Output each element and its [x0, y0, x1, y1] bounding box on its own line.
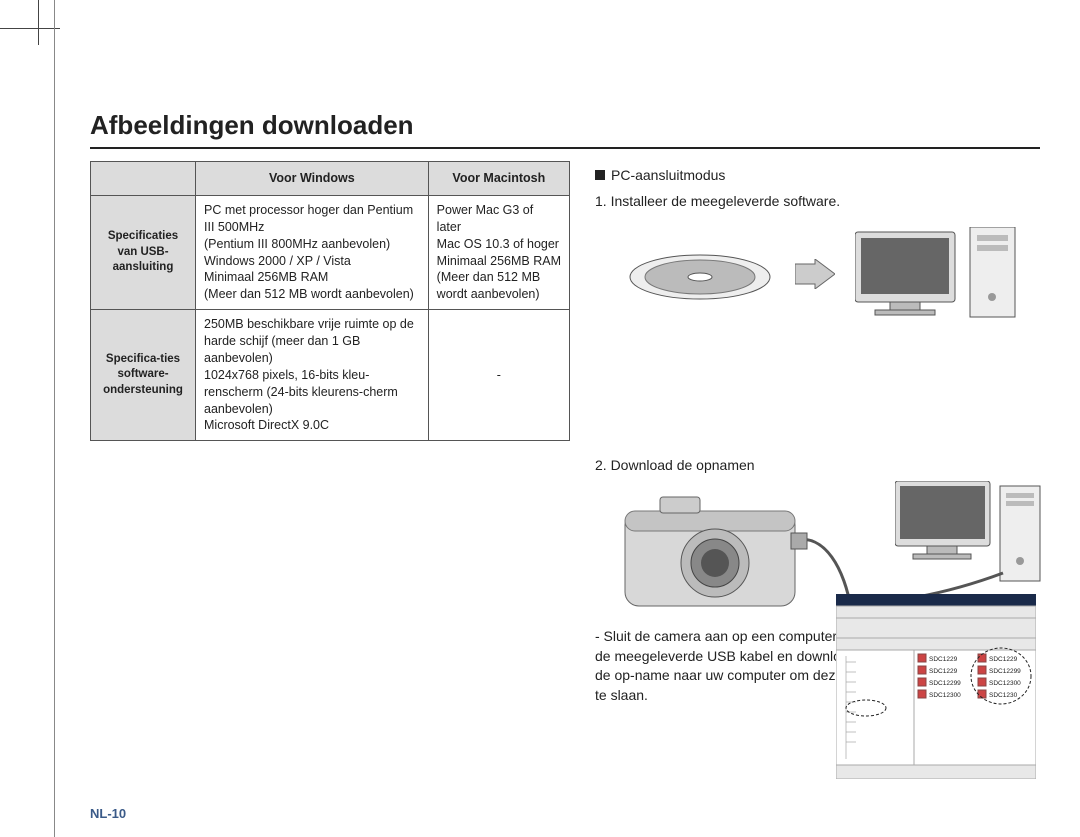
step-2: 2. Download de opnamen [595, 457, 1040, 473]
svg-text:SDC12300: SDC12300 [929, 692, 961, 699]
file-item: SDC12300 [989, 680, 1021, 687]
left-column: Voor Windows Voor Macintosh Specificatie… [90, 161, 570, 715]
page-footer: NL-10 [90, 806, 126, 821]
table-row: Specifica-ties software-ondersteuning 25… [91, 310, 570, 441]
cell-win-usb: PC met processor hoger dan Pentium III 5… [196, 195, 429, 309]
illustration-install [595, 217, 1040, 327]
row-head-sw: Specifica-ties software-ondersteuning [91, 310, 196, 441]
computer-icon [895, 481, 1045, 601]
note-text: - Sluit de camera aan op een computer me… [595, 627, 875, 705]
margin-line [54, 0, 55, 837]
step-1: 1. Installeer de meegeleverde software. [595, 193, 1040, 209]
cell-mac-sw: - [428, 310, 569, 441]
file-item: SDC1230 [989, 692, 1018, 699]
spec-table: Voor Windows Voor Macintosh Specificatie… [90, 161, 570, 441]
title-rule [90, 147, 1040, 149]
crop-mark [38, 0, 39, 45]
file-item: SDC1229 [929, 656, 958, 663]
file-item: SDC1229 [989, 656, 1018, 663]
table-row: Specificaties van USB-aansluiting PC met… [91, 195, 570, 309]
file-item: SDC12299 [989, 668, 1021, 675]
cell-mac-usb: Power Mac G3 of later Mac OS 10.3 of hog… [428, 195, 569, 309]
arrow-right-icon [795, 259, 835, 289]
mode-line: PC-aansluitmodus [595, 167, 1040, 183]
cd-icon [625, 247, 775, 307]
crop-mark [0, 28, 60, 29]
square-bullet-icon [595, 170, 605, 180]
mode-text: PC-aansluitmodus [611, 167, 725, 183]
page: Afbeeldingen downloaden Voor Windows Voo… [0, 0, 1080, 837]
row-head-usb: Specificaties van USB-aansluiting [91, 195, 196, 309]
page-title: Afbeeldingen downloaden [90, 110, 1040, 141]
cell-win-sw: 250MB beschikbare vrije ruimte op de har… [196, 310, 429, 441]
file-explorer-icon: SDC1229 SDC1229 SDC12299 SDC12300 SDC122… [836, 594, 1036, 779]
th-windows: Voor Windows [196, 162, 429, 196]
computer-icon [855, 227, 1025, 327]
th-mac: Voor Macintosh [428, 162, 569, 196]
th-blank [91, 162, 196, 196]
svg-text:SDC12299: SDC12299 [929, 680, 961, 687]
file-item: SDC1229 [929, 668, 958, 675]
camera-icon [615, 491, 855, 621]
